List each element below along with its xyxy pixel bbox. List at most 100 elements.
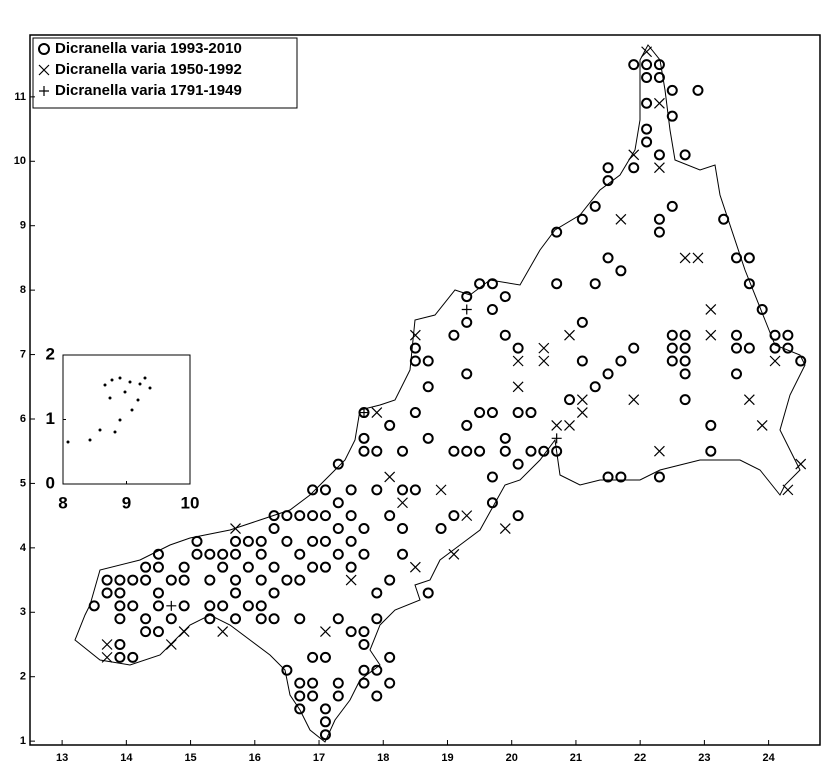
marker-circle [319,729,331,741]
marker-circle [332,677,344,689]
marker-circle [332,613,344,625]
marker-cross [101,651,113,663]
x-tick-label: 13 [56,752,68,764]
marker-circle [448,329,460,341]
marker-circle [641,136,653,148]
marker-circle [307,690,319,702]
y-tick-label: 7 [20,348,26,360]
marker-circle [358,677,370,689]
marker-circle [628,59,640,71]
marker-circle [409,484,421,496]
marker-circle [230,535,242,547]
marker-circle [152,600,164,612]
marker-circle [679,342,691,354]
marker-circle [230,587,242,599]
x-tick-label: 14 [120,752,133,764]
x-tick-label: 15 [184,752,196,764]
marker-circle [152,561,164,573]
marker-cross [435,484,447,496]
marker-circle [358,523,370,535]
marker-circle [461,368,473,380]
marker-circle [38,43,50,55]
marker-circle [114,600,126,612]
marker-circle [653,59,665,71]
marker-circle [152,548,164,560]
marker-circle [692,84,704,96]
marker-circle [178,600,190,612]
marker-cross [230,523,241,534]
marker-circle [679,149,691,161]
marker-circle [358,638,370,650]
x-tick-label: 21 [570,752,582,764]
marker-circle [165,574,177,586]
marker-circle [319,510,331,522]
marker-cross [654,162,665,174]
marker-circle [165,613,177,625]
marker-circle [589,200,601,212]
marker-plus [358,407,369,418]
marker-circle [114,638,126,650]
marker-circle [371,613,383,625]
x-tick-label: 19 [441,752,453,764]
marker-circle [743,278,755,290]
marker-circle [140,561,152,573]
marker-circle [384,651,396,663]
y-tick-label: 9 [20,220,26,232]
marker-circle [602,471,614,483]
marker-circle [307,651,319,663]
marker-circle [242,535,254,547]
legend-box [32,37,298,109]
inset-y-tick-label: 0 [46,473,55,492]
marker-circle [307,510,319,522]
marker-circle [230,613,242,625]
marker-circle [255,600,267,612]
marker-circle [615,355,627,367]
marker-circle [332,523,344,535]
marker-circle [731,252,743,264]
marker-circle [268,523,280,535]
inset-x-tick-label: 9 [122,493,131,512]
marker-circle [705,445,717,457]
inset-x-tick-label: 10 [181,493,200,512]
marker-circle [358,626,370,638]
marker-cross [538,355,550,367]
x-tick-label: 24 [762,752,775,764]
marker-circle [422,587,434,599]
marker-circle [422,381,434,393]
marker-circle [731,329,743,341]
marker-circle [332,548,344,560]
marker-circle [499,329,511,341]
marker-circle [268,613,280,625]
marker-circle [782,329,794,341]
marker-circle [397,484,409,496]
y-tick-label: 10 [14,155,26,167]
marker-circle [499,291,511,303]
marker-circle [332,497,344,509]
marker-circle [358,445,370,457]
marker-cross [461,510,473,522]
marker-circle [307,484,319,496]
marker-circle [679,355,691,367]
marker-circle [127,574,139,586]
marker-circle [576,355,588,367]
marker-circle [191,548,203,560]
marker-plus [166,600,177,611]
marker-plus [551,433,562,444]
marker-circle [666,329,678,341]
marker-circle [255,574,267,586]
marker-circle [628,342,640,354]
marker-cross [512,355,524,367]
y-tick-label: 5 [20,477,26,489]
marker-circle [281,535,293,547]
marker-circle [512,510,524,522]
marker-circle [294,613,306,625]
legend-label: Dicranella varia 1950-1992 [55,61,242,78]
marker-cross [217,626,229,638]
marker-cross [384,471,396,483]
marker-circle [653,226,665,238]
marker-circle [294,703,306,715]
marker-circle [332,458,344,470]
marker-circle [294,510,306,522]
marker-circle [551,445,563,457]
